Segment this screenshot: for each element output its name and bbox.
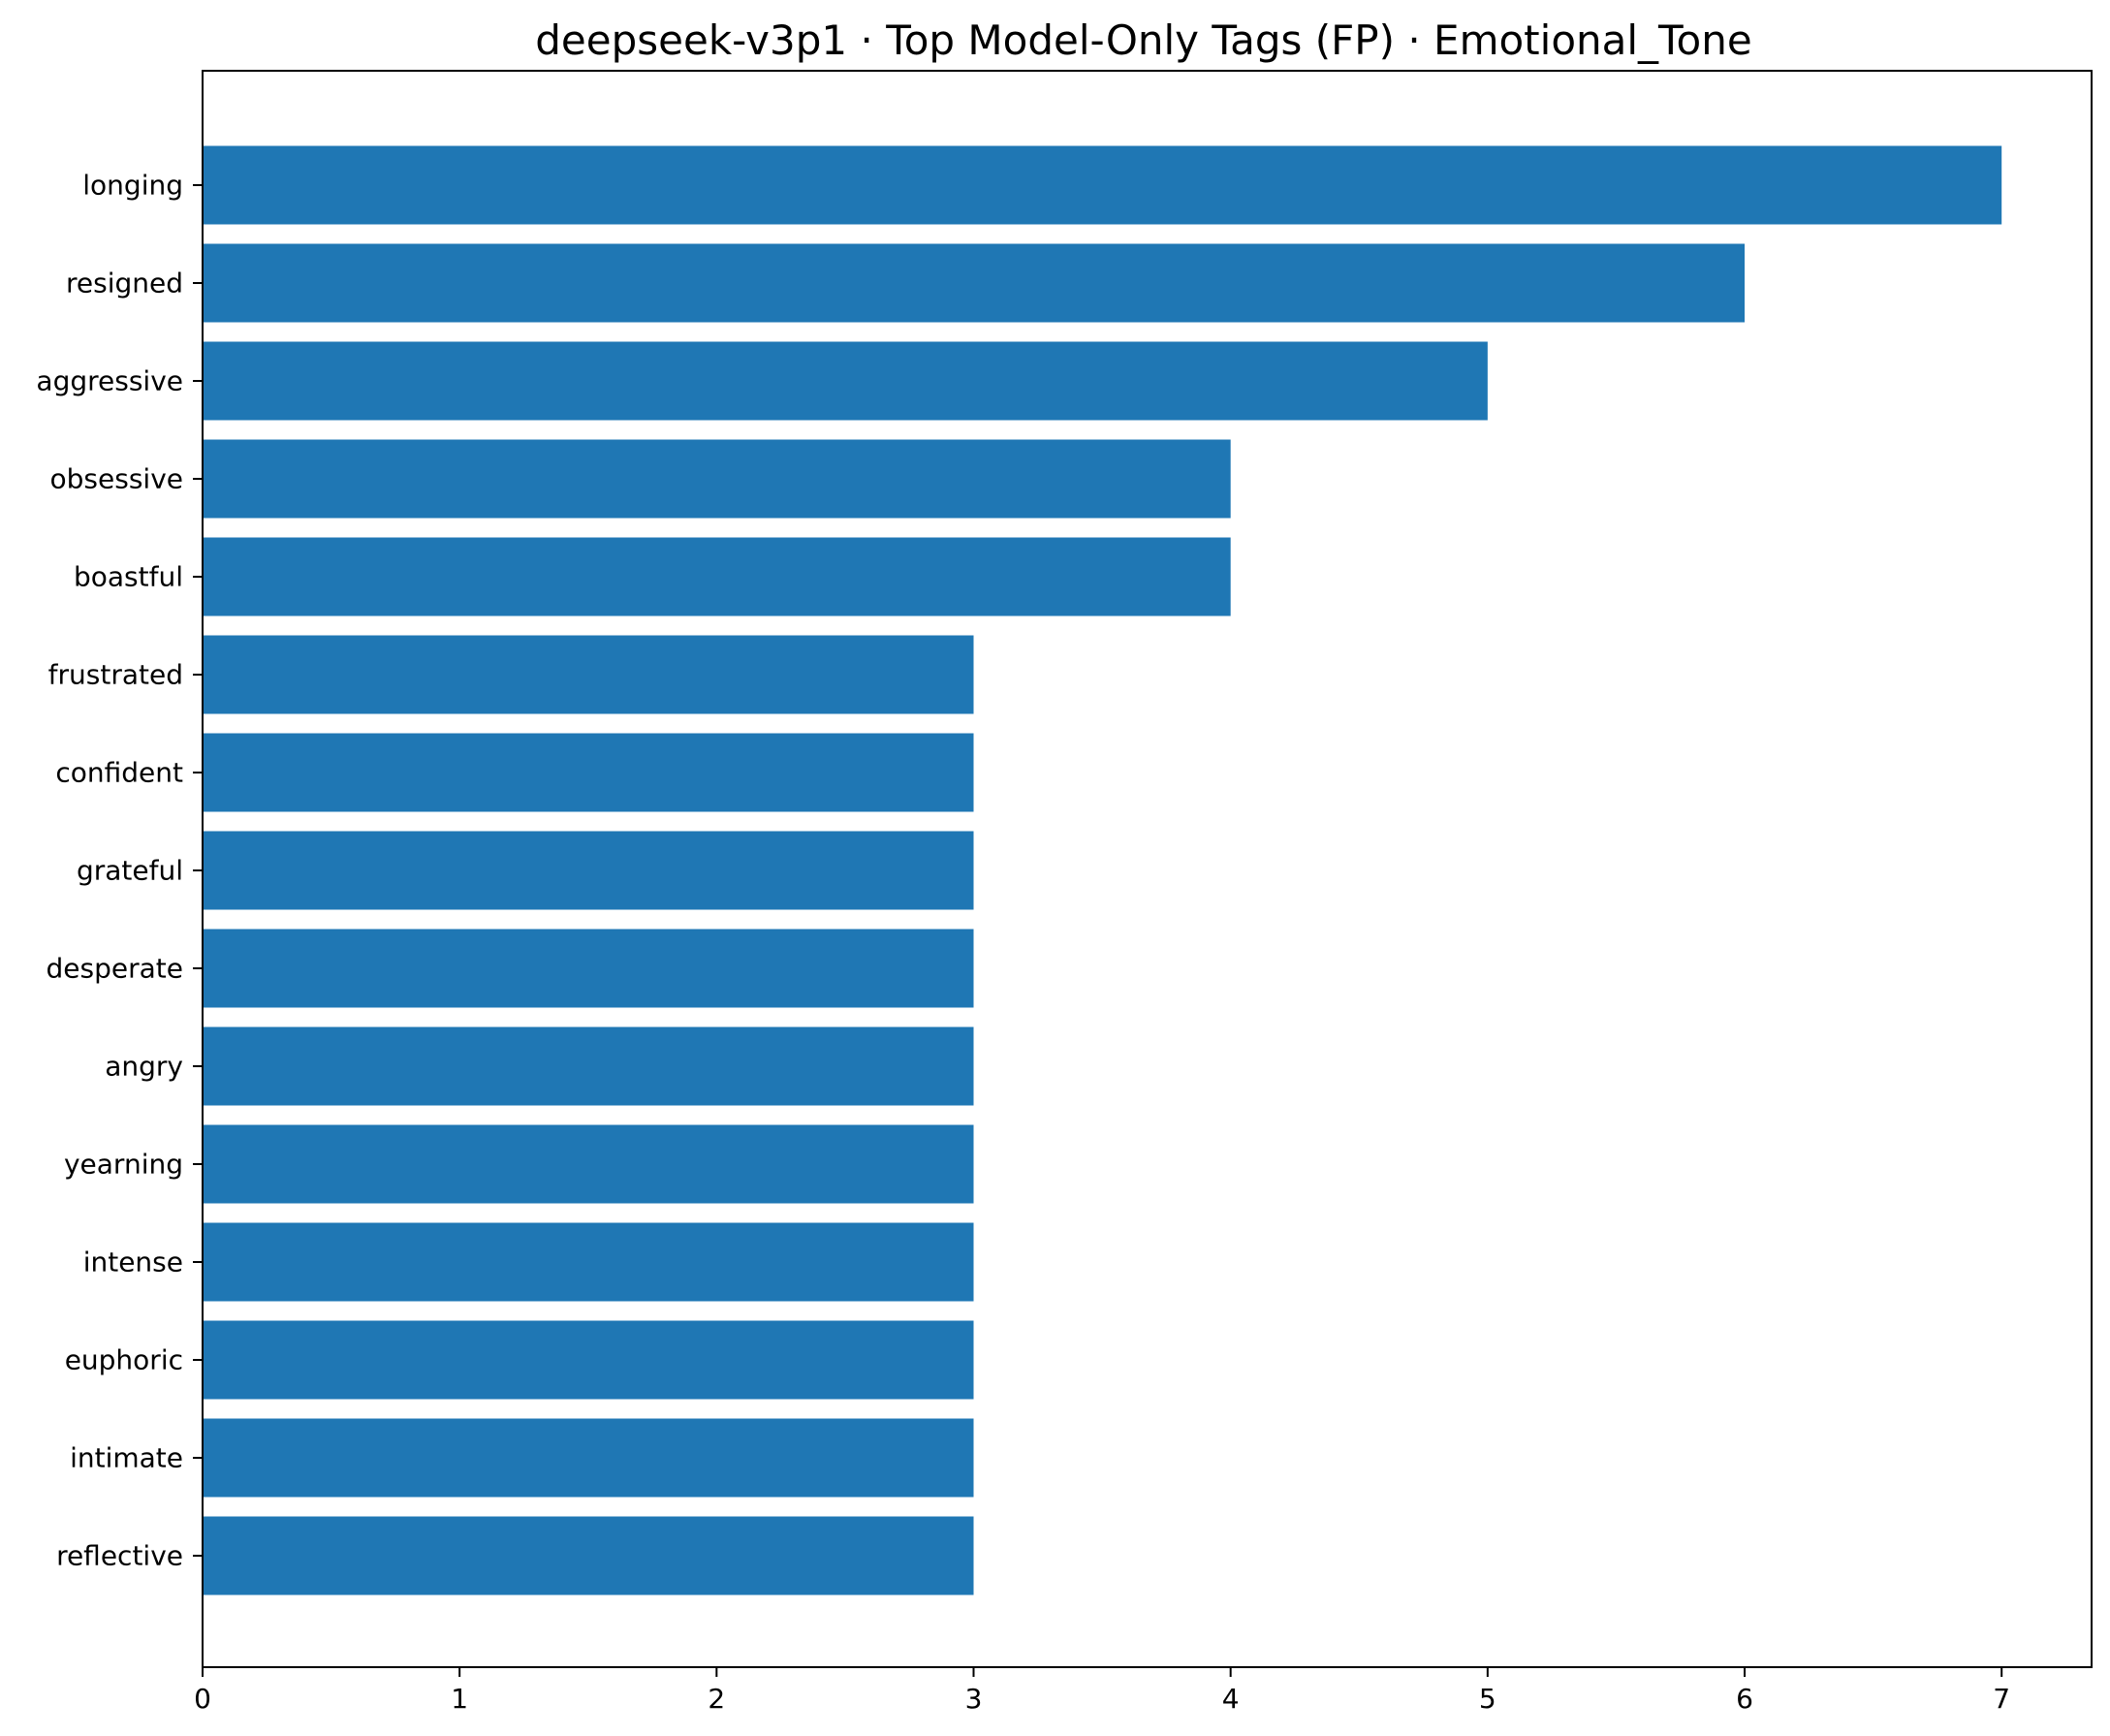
y-tick-label-reflective: reflective	[56, 1540, 183, 1572]
bar-confident	[203, 733, 974, 812]
y-tick-label-obsessive: obsessive	[50, 463, 183, 495]
x-tick-label-4: 4	[1222, 1683, 1240, 1715]
y-tick-label-resigned: resigned	[66, 268, 183, 300]
bar-reflective	[203, 1516, 974, 1595]
x-tick-label-0: 0	[194, 1683, 211, 1715]
bar-yearning	[203, 1124, 974, 1204]
y-tick-label-grateful: grateful	[77, 855, 183, 887]
x-tick-label-1: 1	[451, 1683, 468, 1715]
x-tick-label-7: 7	[1993, 1683, 2010, 1715]
bars-group	[203, 145, 2002, 1595]
bar-intense	[203, 1222, 974, 1302]
bar-longing	[203, 145, 2002, 225]
x-axis-ticks: 0 1 2 3 4 5 6 7	[194, 1667, 2010, 1715]
y-tick-label-longing: longing	[82, 170, 183, 202]
y-tick-label-intense: intense	[83, 1247, 183, 1278]
y-tick-label-boastful: boastful	[74, 561, 183, 593]
y-tick-label-confident: confident	[55, 757, 183, 789]
plot-area-frame	[202, 70, 2093, 1668]
y-axis-ticks: longing resigned aggressive obsessive boastf…	[36, 170, 203, 1572]
x-tick-label-6: 6	[1736, 1683, 1753, 1715]
y-tick-label-yearning: yearning	[64, 1149, 183, 1181]
y-tick-label-intimate: intimate	[70, 1442, 183, 1474]
bar-euphoric	[203, 1320, 974, 1400]
bar-frustrated	[203, 635, 974, 714]
bar-boastful	[203, 537, 1231, 616]
bar-resigned	[203, 243, 1746, 323]
bar-aggressive	[203, 341, 1488, 421]
bar-grateful	[203, 831, 974, 910]
bar-obsessive	[203, 439, 1231, 519]
bar-desperate	[203, 929, 974, 1008]
x-tick-label-5: 5	[1479, 1683, 1496, 1715]
bar-angry	[203, 1026, 974, 1106]
y-tick-label-aggressive: aggressive	[36, 365, 183, 397]
y-tick-label-frustrated: frustrated	[48, 659, 183, 691]
y-tick-label-desperate: desperate	[47, 953, 183, 985]
y-tick-label-angry: angry	[105, 1051, 183, 1083]
x-tick-label-2: 2	[708, 1683, 725, 1715]
bar-intimate	[203, 1418, 974, 1498]
chart-title: deepseek-v3p1 · Top Model-Only Tags (FP)…	[535, 16, 1751, 64]
x-tick-label-3: 3	[965, 1683, 983, 1715]
y-tick-label-euphoric: euphoric	[65, 1344, 183, 1376]
